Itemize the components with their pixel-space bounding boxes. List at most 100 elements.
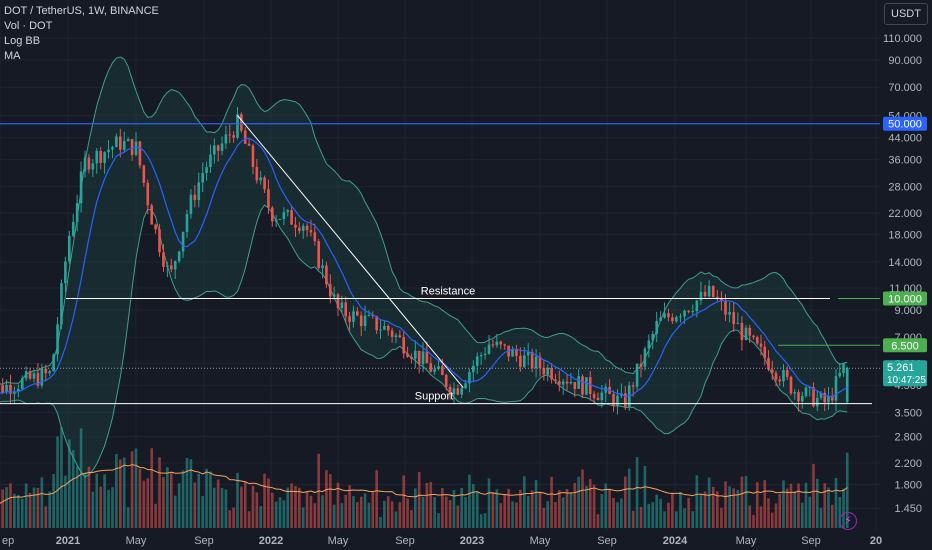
candle-body <box>716 296 719 299</box>
candle-body <box>398 335 402 338</box>
candle-body <box>728 311 731 315</box>
volume-bar <box>842 488 845 528</box>
volume-bar <box>499 503 503 528</box>
candle-body <box>255 167 259 181</box>
volume-bar <box>410 510 413 528</box>
volume-bar <box>232 507 235 528</box>
volume-bar <box>17 495 20 528</box>
volume-bar <box>530 490 534 528</box>
volume-bar <box>647 503 651 528</box>
volume-bar <box>651 502 655 528</box>
currency-button[interactable]: USDT <box>884 3 928 25</box>
volume-bar <box>624 476 627 528</box>
y-tick-label: 22.000 <box>888 208 922 220</box>
volume-bar <box>720 507 723 528</box>
indicator-volume[interactable]: Vol · DOT <box>4 20 53 32</box>
volume-bar <box>173 495 177 528</box>
volume-bar <box>612 497 615 528</box>
candle-body <box>122 141 126 150</box>
volume-bar <box>577 476 580 528</box>
candle-body <box>499 341 503 345</box>
drawn-lines: Resistance Support <box>0 115 880 405</box>
candle-body <box>48 371 51 374</box>
candle-body <box>383 325 386 330</box>
volume-bar <box>538 491 542 528</box>
bb-fill <box>0 56 848 478</box>
volume-bar <box>460 487 463 528</box>
candle-body <box>671 317 674 322</box>
volume-bar <box>433 497 436 528</box>
volume-bar <box>808 496 812 528</box>
candle-body <box>635 363 639 387</box>
candle-body <box>13 391 16 394</box>
volume-bar <box>687 497 690 528</box>
volume-bar <box>437 513 440 528</box>
candle-body <box>36 373 40 386</box>
volume-bar <box>340 503 344 528</box>
volume-bar <box>40 477 44 528</box>
candle-body <box>429 363 433 372</box>
candle-body <box>561 381 565 385</box>
symbol-title[interactable]: DOT / TetherUS, 1W, BINANCE <box>4 5 159 17</box>
candle-body <box>452 388 456 395</box>
x-tick-label: 2022 <box>259 535 283 547</box>
volume-bar <box>348 485 351 528</box>
price-axis[interactable]: 110.00090.00070.00054.00044.00036.00028.… <box>883 33 927 515</box>
volume-bar <box>503 494 506 528</box>
volume-bar <box>655 494 658 528</box>
candle-body <box>348 316 351 322</box>
volume-bar <box>52 474 55 528</box>
volume-bar <box>429 482 433 528</box>
candle-body <box>130 139 134 155</box>
volume-bar <box>111 487 114 528</box>
candle-body <box>600 392 604 401</box>
volume-bar <box>213 487 216 528</box>
candle-body <box>659 317 662 321</box>
candle-body <box>542 367 546 375</box>
candle-body <box>732 311 736 325</box>
candle-body <box>267 189 270 208</box>
volume-bar <box>130 451 134 528</box>
volume-bar <box>838 497 842 528</box>
volume-bar <box>398 502 402 528</box>
volume-bar <box>228 510 232 528</box>
volume-bar <box>464 497 467 528</box>
candle-body <box>294 224 297 228</box>
volume-bar <box>542 507 546 528</box>
candle-body <box>166 265 169 267</box>
candle-body <box>379 329 382 331</box>
volume-bar <box>371 491 375 528</box>
candle-body <box>181 231 185 252</box>
candle-body <box>679 316 682 318</box>
indicator-ma[interactable]: MA <box>4 50 21 62</box>
volume-bar <box>703 491 707 528</box>
volume-bar <box>134 448 138 528</box>
volume-bar <box>68 439 71 528</box>
indicator-bb[interactable]: Log BB <box>4 35 41 47</box>
time-axis[interactable]: ep 2021 May Sep 2022 May Sep 2023 May Sep 2024 May S… <box>2 535 882 547</box>
volume-bar <box>216 479 220 528</box>
tag-50: 50.000 <box>888 119 922 131</box>
volume-bar <box>1 489 4 528</box>
candle-body <box>24 371 28 379</box>
volume-bar <box>830 504 834 528</box>
volume-bar <box>270 492 274 528</box>
volume-bar <box>286 487 290 528</box>
candle-body <box>748 327 752 336</box>
candle-body <box>344 302 348 317</box>
volume-bar <box>744 476 748 528</box>
x-tick-label: 20 <box>870 535 882 547</box>
lightning-icon[interactable]: ⚡ <box>839 512 857 530</box>
candle-body <box>421 351 425 365</box>
candle-body <box>228 134 232 136</box>
volume-bar <box>263 473 266 528</box>
candle-body <box>119 136 122 150</box>
candle-body <box>189 194 193 215</box>
volume-bar <box>154 503 157 528</box>
volume-bar <box>699 494 703 528</box>
volume-bar <box>394 511 398 528</box>
trendline <box>237 115 464 388</box>
candle-body <box>386 325 390 331</box>
volume-bar <box>274 501 278 528</box>
